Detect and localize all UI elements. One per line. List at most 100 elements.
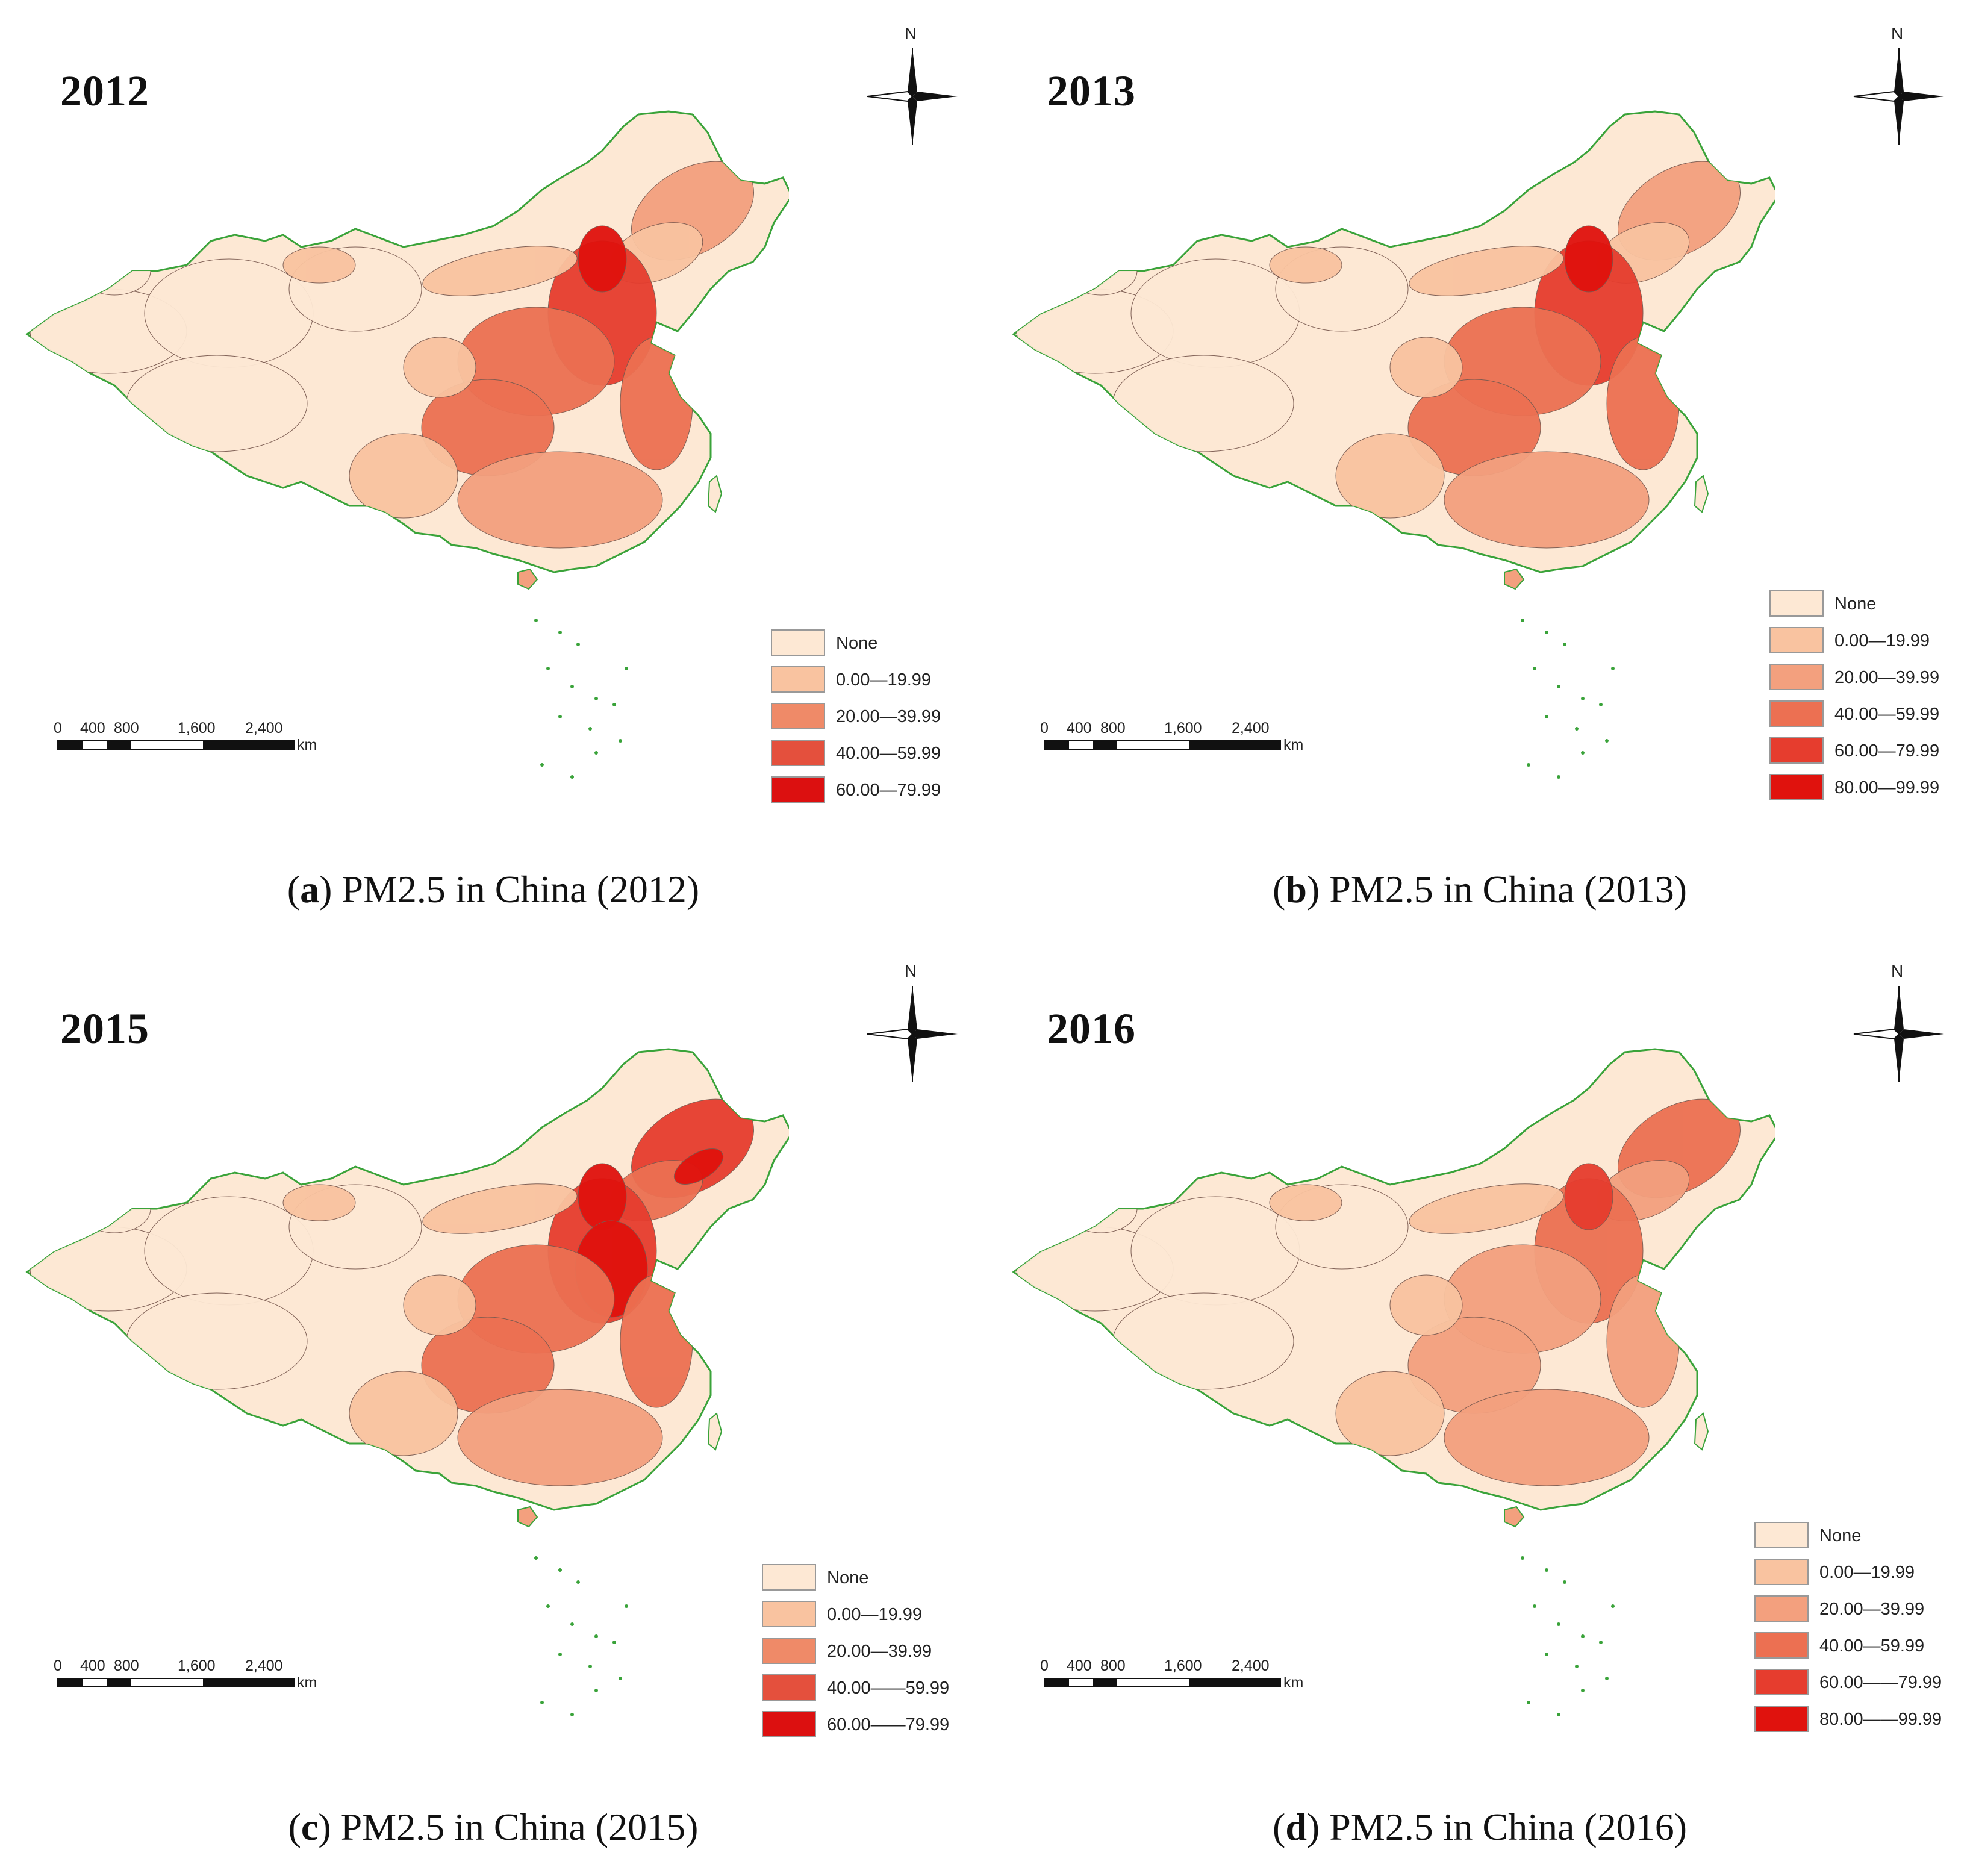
island-dot xyxy=(594,697,598,700)
southwest-region xyxy=(1335,1371,1445,1456)
compass-north-label: N xyxy=(905,962,917,980)
scale-bar: 0 400 800 1,600 2,400 km xyxy=(1040,720,1303,756)
gansu-region xyxy=(282,1184,356,1221)
island-dot xyxy=(1533,667,1536,670)
legend-item: None xyxy=(1769,590,1973,619)
compass-north-label: N xyxy=(1891,962,1904,980)
year-title: 2015 xyxy=(60,1005,149,1053)
island-dot xyxy=(588,1665,592,1668)
legend-swatch xyxy=(1754,1595,1809,1622)
scale-unit: km xyxy=(1283,1674,1304,1691)
region-group xyxy=(1016,1098,1741,1486)
island-dot xyxy=(1557,775,1560,779)
island-dot xyxy=(570,775,574,779)
legend-label: 60.00—79.99 xyxy=(1834,741,1940,761)
legend-label: None xyxy=(1819,1526,1862,1545)
year-title: 2012 xyxy=(60,67,149,115)
north-arrow-icon: N xyxy=(1842,962,1956,1082)
island-dot xyxy=(540,763,544,767)
legend-label: 20.00—39.99 xyxy=(827,1642,932,1661)
island-dot xyxy=(570,685,574,688)
island-dot xyxy=(1611,667,1615,670)
beijing-tianjin-hotspot xyxy=(578,1163,627,1230)
scale-tick: 2,400 xyxy=(245,720,283,737)
scale-unit: km xyxy=(297,737,317,753)
legend-item: 20.00—39.99 xyxy=(1754,1595,1971,1624)
legend-swatch xyxy=(762,1711,816,1737)
map-panel-2015: 2015 N 0 400 800 1,600 2,400 km None 0.00… xyxy=(0,938,986,1875)
scale-tick: 800 xyxy=(1100,720,1126,737)
legend-swatch xyxy=(771,740,825,766)
legend-item: None xyxy=(771,629,988,658)
figure-caption: (b) PM2.5 in China (2013) xyxy=(1273,868,1687,911)
hainan-island xyxy=(1504,1506,1525,1528)
china-pm25-map xyxy=(25,1048,789,1716)
legend-swatch xyxy=(762,1601,816,1627)
compass-north-label: N xyxy=(905,24,917,43)
east-coast-region xyxy=(1606,1274,1680,1408)
scale-bar: 0 400 800 1,600 2,400 km xyxy=(54,1657,317,1694)
west-region xyxy=(144,258,314,368)
west-region xyxy=(144,1196,314,1306)
gansu-region xyxy=(282,246,356,284)
island-dot xyxy=(570,1713,574,1716)
island-dot xyxy=(1611,1604,1615,1608)
legend-item: 60.00——79.99 xyxy=(762,1711,979,1740)
legend-item: 20.00—39.99 xyxy=(762,1638,979,1666)
legend-swatch xyxy=(771,629,825,656)
figure-caption: (c) PM2.5 in China (2015) xyxy=(288,1806,699,1848)
island-dot xyxy=(619,1677,622,1680)
inner-mongolia-region xyxy=(422,1183,578,1234)
west-region xyxy=(1064,246,1138,296)
island-dot xyxy=(594,1689,598,1692)
hainan-island xyxy=(517,1506,538,1528)
island-dot xyxy=(594,751,598,755)
legend-item: None xyxy=(1754,1522,1971,1551)
scale-tick: 2,400 xyxy=(245,1657,283,1674)
legend-item: 60.00—79.99 xyxy=(1769,737,1973,766)
island-dot xyxy=(1599,1641,1603,1644)
west-region xyxy=(126,1292,308,1390)
scale-tick: 1,600 xyxy=(178,1657,216,1674)
taiwan-island xyxy=(1694,475,1709,513)
legend-item: 0.00—19.99 xyxy=(1769,627,1973,656)
legend-label: 80.00——99.99 xyxy=(1819,1710,1942,1729)
scale-tick: 2,400 xyxy=(1232,1657,1270,1674)
scale-tick: 1,600 xyxy=(1164,1657,1202,1674)
northeast-hotspot xyxy=(674,1148,723,1185)
map-panel-2016: 2016 N 0 400 800 1,600 2,400 km None 0.00… xyxy=(986,938,1973,1875)
island-dot xyxy=(1563,1580,1566,1584)
inner-mongolia-region xyxy=(1409,1183,1564,1234)
scale-bar: 0 400 800 1,600 2,400 km xyxy=(54,720,317,756)
island-dot xyxy=(1527,1701,1530,1704)
island-dot xyxy=(625,667,628,670)
scale-tick: 400 xyxy=(80,720,105,737)
legend-swatch xyxy=(1769,737,1824,764)
south-region xyxy=(1444,1389,1650,1486)
hainan-island xyxy=(517,568,538,590)
island-dot xyxy=(1605,739,1609,743)
legend-label: None xyxy=(827,1568,869,1588)
taiwan-island xyxy=(707,475,723,513)
legend-item: 20.00—39.99 xyxy=(1769,664,1973,693)
legend-swatch xyxy=(762,1638,816,1664)
island-dot xyxy=(546,1604,550,1608)
west-region xyxy=(78,1184,151,1233)
island-dot xyxy=(619,739,622,743)
legend-label: 60.00——79.99 xyxy=(1819,1673,1942,1692)
island-dot xyxy=(612,703,616,706)
legend-label: 0.00—19.99 xyxy=(836,670,932,690)
legend-label: None xyxy=(1834,594,1877,614)
island-dot xyxy=(1545,1568,1548,1572)
legend-label: 0.00—19.99 xyxy=(1834,631,1930,650)
beijing-tianjin-hotspot xyxy=(1564,225,1613,293)
island-dot xyxy=(1521,1556,1524,1560)
legend-swatch xyxy=(771,666,825,693)
legend-label: 0.00—19.99 xyxy=(1819,1563,1915,1582)
legend-label: 20.00—39.99 xyxy=(1819,1600,1925,1619)
island-dot xyxy=(546,667,550,670)
legend-label: 60.00—79.99 xyxy=(836,781,941,800)
island-dot xyxy=(558,1653,562,1656)
east-coast-region xyxy=(620,1274,693,1408)
island-dot xyxy=(625,1604,628,1608)
